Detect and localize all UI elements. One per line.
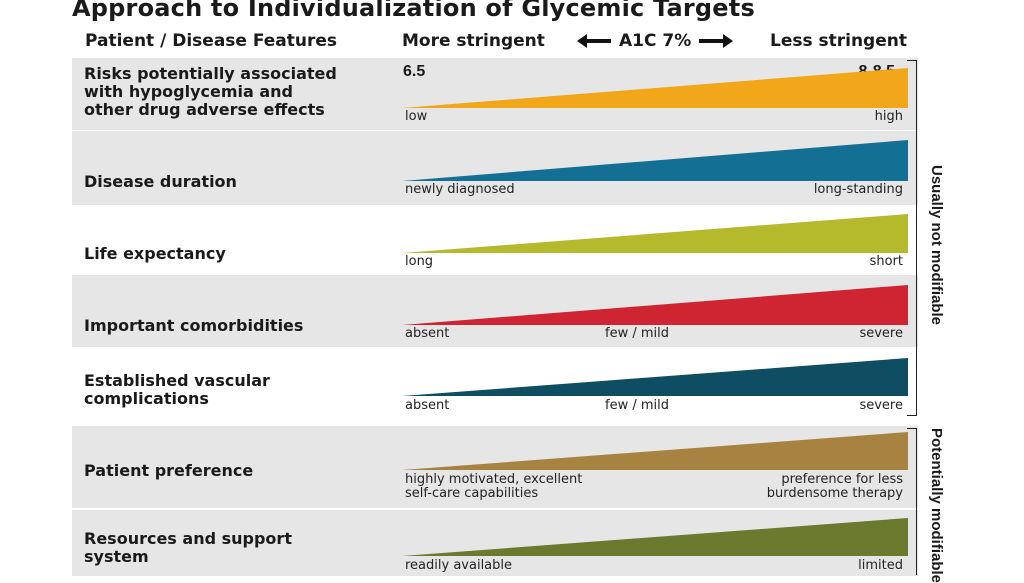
feature-row-disease-duration: Disease duration newly diagnosed long-st…: [72, 131, 918, 205]
wedge-shape: [402, 285, 908, 325]
row-label: Important comorbidities: [84, 316, 304, 335]
scale-left-label: absent: [405, 326, 450, 341]
scale-right-label: severe: [859, 326, 903, 341]
row-label: Established vascular complications: [84, 371, 270, 408]
scale-right-label: preference for less burdensome therapy: [766, 472, 903, 501]
row-label: Resources and support system: [84, 529, 292, 566]
gradient-wedge: [402, 432, 908, 470]
feature-row-hypoglycemia-risk: Risks potentially associated with hypogl…: [72, 58, 918, 130]
feature-row-comorbidities: Important comorbidities absent few / mil…: [72, 275, 918, 347]
gradient-wedge: [402, 358, 908, 396]
not-modifiable-label: Usually not modifiable: [928, 165, 945, 326]
row-label: Disease duration: [84, 172, 237, 191]
modifiable-label: Potentially modifiable: [928, 428, 945, 583]
a1c-indicator: A1C 7%: [577, 31, 734, 51]
wedge-shape: [402, 140, 908, 181]
wedge-shape: [402, 432, 908, 470]
row-label: Risks potentially associated with hypogl…: [84, 64, 337, 119]
scale-left-label: highly motivated, excellent self-care ca…: [405, 472, 583, 501]
modifiable-bracket: [907, 428, 917, 575]
less-stringent-label: Less stringent: [769, 31, 907, 51]
scale-left-label: newly diagnosed: [405, 182, 515, 197]
stringency-header: More stringent A1C 7% Less stringent: [402, 31, 907, 53]
gradient-wedge: [402, 140, 908, 181]
scale-mid-label: few / mild: [605, 326, 669, 341]
gradient-wedge: [402, 285, 908, 325]
scale-right-label: long-standing: [813, 182, 903, 197]
diagram-title: Approach to Individualization of Glycemi…: [72, 0, 755, 22]
scale-left-label: readily available: [405, 558, 513, 573]
a1c-label: A1C 7%: [619, 31, 692, 51]
features-header: Patient / Disease Features: [85, 31, 338, 51]
gradient-wedge: [402, 214, 908, 253]
wedge-shape: [402, 358, 908, 396]
gradient-wedge: [402, 68, 908, 108]
feature-row-resources-support: Resources and support system readily ava…: [72, 510, 918, 576]
arrow-right-icon: [697, 34, 734, 48]
row-label: Patient preference: [84, 461, 254, 480]
scale-right-label: short: [869, 254, 903, 269]
scale-left-label: low: [405, 109, 428, 124]
feature-row-life-expectancy: Life expectancy long short: [72, 206, 918, 274]
row-label: Life expectancy: [84, 244, 226, 263]
arrow-left-icon: [577, 34, 613, 48]
wedge-shape: [402, 214, 908, 253]
wedge-shape: [402, 518, 908, 556]
more-stringent-label: More stringent: [402, 31, 545, 51]
scale-right-label: limited: [858, 558, 903, 573]
wedge-shape: [402, 68, 908, 108]
scale-left-label: long: [405, 254, 434, 269]
a1c-target-low-value: 6.5: [403, 63, 426, 80]
scale-right-label: severe: [859, 398, 903, 413]
scale-mid-label: few / mild: [605, 398, 669, 413]
scale-right-label: high: [874, 109, 903, 124]
not-modifiable-bracket: [907, 60, 917, 416]
feature-row-vascular-complications: Established vascular complications absen…: [72, 348, 918, 416]
scale-left-label: absent: [405, 398, 450, 413]
gradient-wedge: [402, 518, 908, 556]
feature-row-patient-preference: Patient preference highly motivated, exc…: [72, 426, 918, 508]
